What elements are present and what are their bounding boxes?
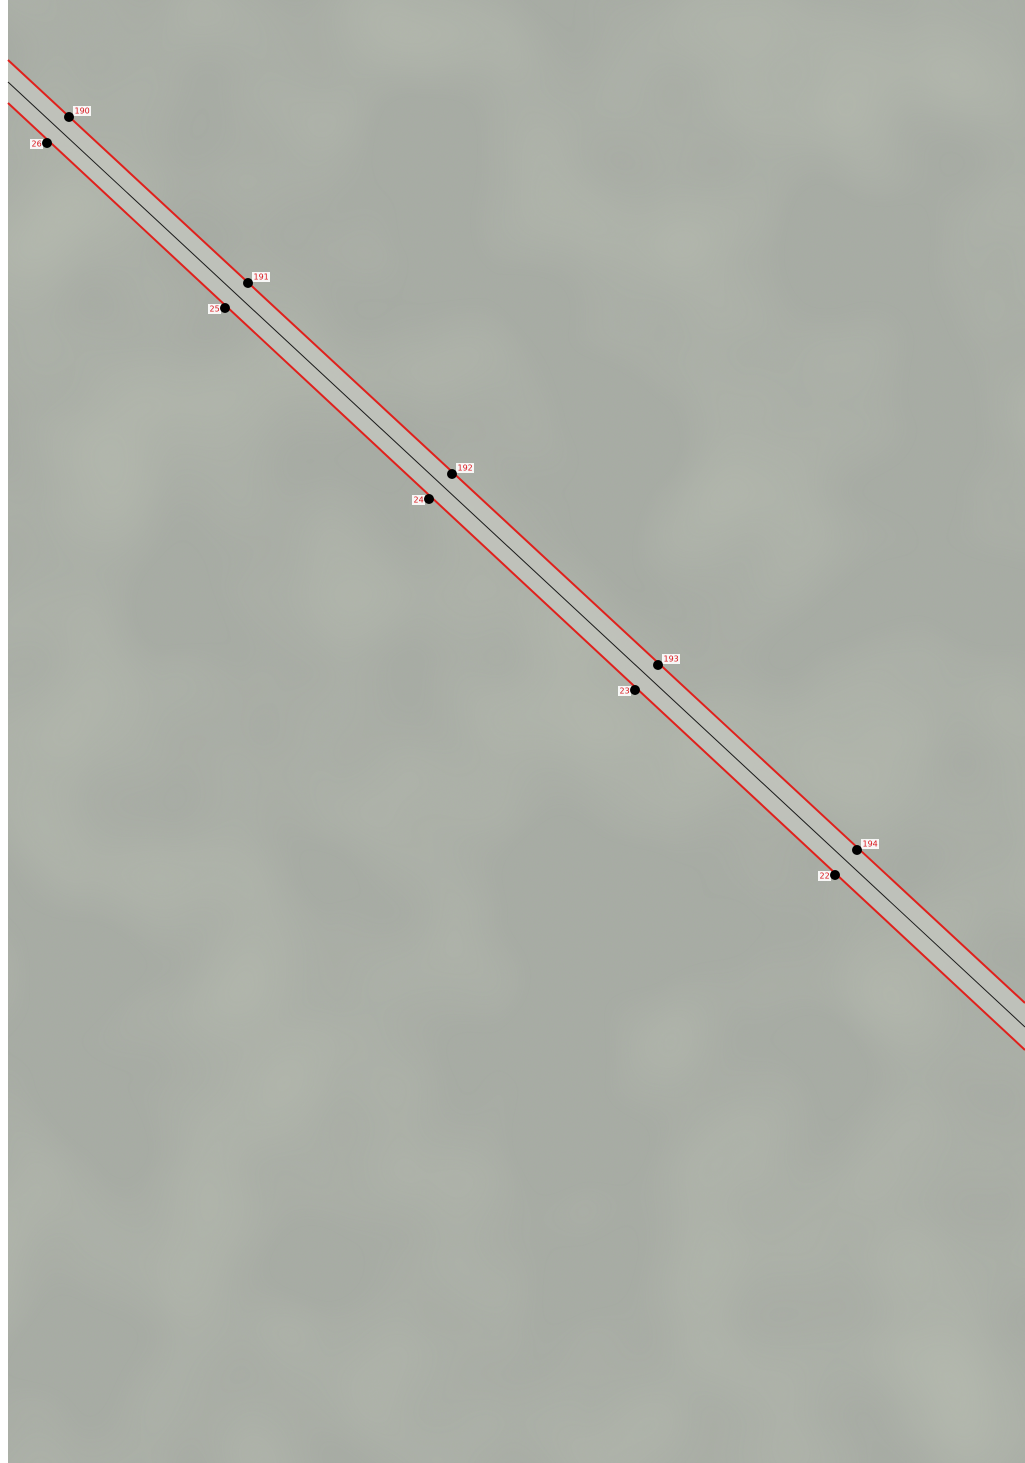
point-label: 193 [664,655,679,664]
centerline [7,81,1025,1028]
label-box [252,272,270,282]
survey-point [243,278,253,288]
label-box [30,139,43,149]
point-label: 23 [620,687,630,696]
point-label: 191 [254,273,269,282]
survey-point [42,138,52,148]
point-label: 192 [458,464,473,473]
corridor-edge [7,102,1025,1051]
survey-points: 190 191 192 193 194 26 25 24 23 22 [30,106,879,881]
label-box [456,463,474,473]
label-box [208,304,221,314]
survey-point [447,469,457,479]
point-label: 190 [75,107,90,116]
survey-point [653,660,663,670]
point-label: 25 [210,305,220,314]
survey-point [852,845,862,855]
survey-point [830,870,840,880]
point-label: 22 [820,872,830,881]
point-label: 194 [863,840,878,849]
label-box [861,839,879,849]
survey-point [220,303,230,313]
label-box [662,654,680,664]
survey-point [424,494,434,504]
scan-margin [0,0,8,1463]
label-box [618,686,631,696]
label-box [818,871,831,881]
point-label: 24 [414,496,424,505]
point-label: 26 [32,140,42,149]
survey-point [64,112,74,122]
label-box [412,495,425,505]
survey-point [630,685,640,695]
label-box [73,106,91,116]
